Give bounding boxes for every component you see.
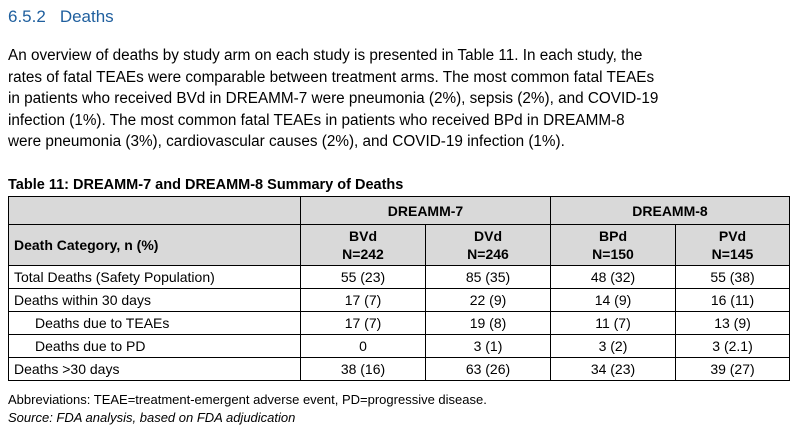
arm-header-bvd: BVd N=242: [300, 224, 426, 266]
table-cell: 38 (16): [300, 357, 426, 381]
group-header-dreamm7: DREAMM-7: [300, 196, 551, 225]
section-heading: 6.5.2 Deaths: [8, 7, 114, 27]
row-label: Deaths >30 days: [8, 357, 301, 381]
table-arm-header-row: Death Category, n (%) BVd N=242 DVd N=246 …: [8, 224, 790, 266]
paragraph-line: were pneumonia (3%), cardiovascular caus…: [8, 133, 565, 150]
table-cell: 55 (23): [300, 265, 426, 289]
table-cell: 0: [300, 334, 426, 358]
arm-header-pvd: PVd N=145: [675, 224, 790, 266]
body-paragraph: An overview of deaths by study arm on ea…: [8, 45, 792, 153]
table-cell: 13 (9): [675, 311, 790, 335]
paragraph-line: in patients who received BVd in DREAMM-7…: [8, 90, 659, 107]
table-cell: 3 (1): [425, 334, 551, 358]
arm-header-bpd: BPd N=150: [550, 224, 676, 266]
table-cell: 16 (11): [675, 288, 790, 312]
table-corner-cell: [8, 196, 301, 225]
table-row: Deaths >30 days 38 (16) 63 (26) 34 (23) …: [8, 357, 790, 381]
row-label: Deaths due to TEAEs: [8, 311, 301, 335]
arm-name: DVd: [474, 228, 502, 244]
section-number: 6.5.2: [8, 7, 46, 26]
arm-name: BPd: [599, 228, 627, 244]
arm-n: N=150: [592, 246, 634, 262]
arm-n: N=246: [467, 246, 509, 262]
row-header-label: Death Category, n (%): [8, 224, 301, 266]
table-cell: 34 (23): [550, 357, 676, 381]
table-cell: 17 (7): [300, 288, 426, 312]
source-note: Source: FDA analysis, based on FDA adjud…: [8, 410, 296, 425]
table-caption: Table 11: DREAMM-7 and DREAMM-8 Summary …: [8, 177, 404, 193]
table-cell: 22 (9): [425, 288, 551, 312]
paragraph-line: rates of fatal TEAEs were comparable bet…: [8, 68, 655, 86]
table-cell: 17 (7): [300, 311, 426, 335]
table-cell: 85 (35): [425, 265, 551, 289]
arm-n: N=145: [711, 246, 754, 262]
arm-n: N=242: [342, 246, 384, 262]
table-cell: 19 (8): [425, 311, 551, 335]
table-cell: 39 (27): [675, 357, 790, 381]
section-title: Deaths: [59, 7, 114, 26]
table-cell: 11 (7): [550, 311, 676, 335]
row-label: Deaths due to PD: [8, 334, 301, 358]
arm-name: BVd: [349, 228, 377, 244]
paragraph-line: An overview of deaths by study arm on ea…: [8, 47, 643, 64]
arm-header-dvd: DVd N=246: [425, 224, 551, 266]
table-row: Total Deaths (Safety Population) 55 (23)…: [8, 265, 790, 289]
table-row: Deaths due to PD 0 3 (1) 3 (2) 3 (2.1): [8, 334, 790, 358]
table-cell: 14 (9): [550, 288, 676, 312]
abbreviations-note: Abbreviations: TEAE=treatment-emergent a…: [8, 392, 487, 407]
table-cell: 63 (26): [425, 357, 551, 381]
row-label: Deaths within 30 days: [8, 288, 301, 312]
arm-name: PVd: [718, 228, 747, 244]
paragraph-line: infection (1%). The most common fatal TE…: [8, 111, 625, 129]
table-cell: 3 (2.1): [675, 334, 790, 358]
table-row: Deaths within 30 days 17 (7) 22 (9) 14 (…: [8, 288, 790, 312]
row-label: Total Deaths (Safety Population): [8, 265, 301, 289]
table-cell: 55 (38): [675, 265, 790, 289]
table-group-header-row: DREAMM-7 DREAMM-8: [8, 196, 790, 225]
deaths-summary-table: DREAMM-7 DREAMM-8 Death Category, n (%) …: [8, 196, 790, 381]
table-cell: 3 (2): [550, 334, 676, 358]
table-cell: 48 (32): [550, 265, 676, 289]
table-row: Deaths due to TEAEs 17 (7) 19 (8) 11 (7)…: [8, 311, 790, 335]
group-header-dreamm8: DREAMM-8: [550, 196, 790, 225]
